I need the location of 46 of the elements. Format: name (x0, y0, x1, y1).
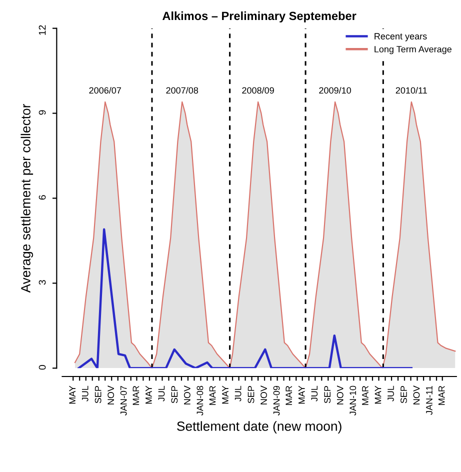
x-tick-label: NOV (336, 386, 344, 404)
y-tick-label: 12 (38, 25, 46, 35)
x-tick-label: MAY (374, 386, 382, 404)
annotation: 2008/09 (242, 86, 274, 94)
x-tick-label: MAR (132, 386, 140, 405)
x-axis-title: Settlement date (new moon) (177, 421, 342, 434)
x-tick-label: SEP (171, 386, 178, 404)
legend-label: Long Term Average (374, 46, 452, 54)
x-tick-label: MAR (362, 386, 368, 405)
x-tick-label: JUL (234, 386, 242, 402)
x-tick-label: JUL (311, 386, 318, 402)
x-tick-label: SEP (248, 386, 254, 404)
y-tick-label: 3 (38, 280, 46, 285)
x-tick-label: JAN-08 (196, 386, 204, 416)
x-tick-label: MAY (146, 386, 152, 404)
x-tick-label: MAY (222, 386, 228, 404)
x-tick-label: NOV (184, 386, 190, 404)
x-tick-label: MAR (209, 386, 216, 405)
x-tick-label: SEP (324, 386, 331, 404)
x-tick-label: MAR (286, 386, 292, 405)
y-tick-label: 0 (38, 365, 46, 370)
x-tick-label: JAN-09 (273, 386, 280, 416)
x-tick-label: MAR (438, 386, 445, 405)
line-series (78, 228, 413, 368)
legend-label: Recent years (374, 33, 427, 42)
y-tick-label: 6 (38, 195, 46, 200)
x-tick-label: JAN-07 (120, 386, 127, 416)
x-tick-label: JUL (82, 386, 88, 402)
y-axis-title: Average settlement per collector (20, 104, 34, 293)
x-tick-label: JUL (158, 386, 165, 402)
x-tick-label: JAN-11 (426, 386, 432, 415)
x-tick-label: MAY (69, 386, 76, 404)
annotation: 2007/08 (166, 86, 198, 94)
x-tick-label: SEP (400, 386, 407, 404)
x-tick-label: JAN-10 (350, 386, 356, 416)
x-tick-label: SEP (94, 386, 102, 404)
x-tick-label: NOV (413, 386, 420, 404)
x-tick-label: JUL (388, 386, 394, 402)
y-tick-label: 9 (38, 110, 46, 115)
x-tick-label: NOV (108, 386, 114, 404)
annotation: 2010/11 (396, 86, 427, 94)
chart-title: Alkimos – Preliminary Septemeber (162, 11, 356, 22)
x-tick-label: NOV (260, 386, 267, 404)
annotation: 2009/10 (319, 86, 352, 94)
annotation: 2006/07 (89, 86, 121, 94)
x-tick-label: MAY (298, 386, 305, 404)
